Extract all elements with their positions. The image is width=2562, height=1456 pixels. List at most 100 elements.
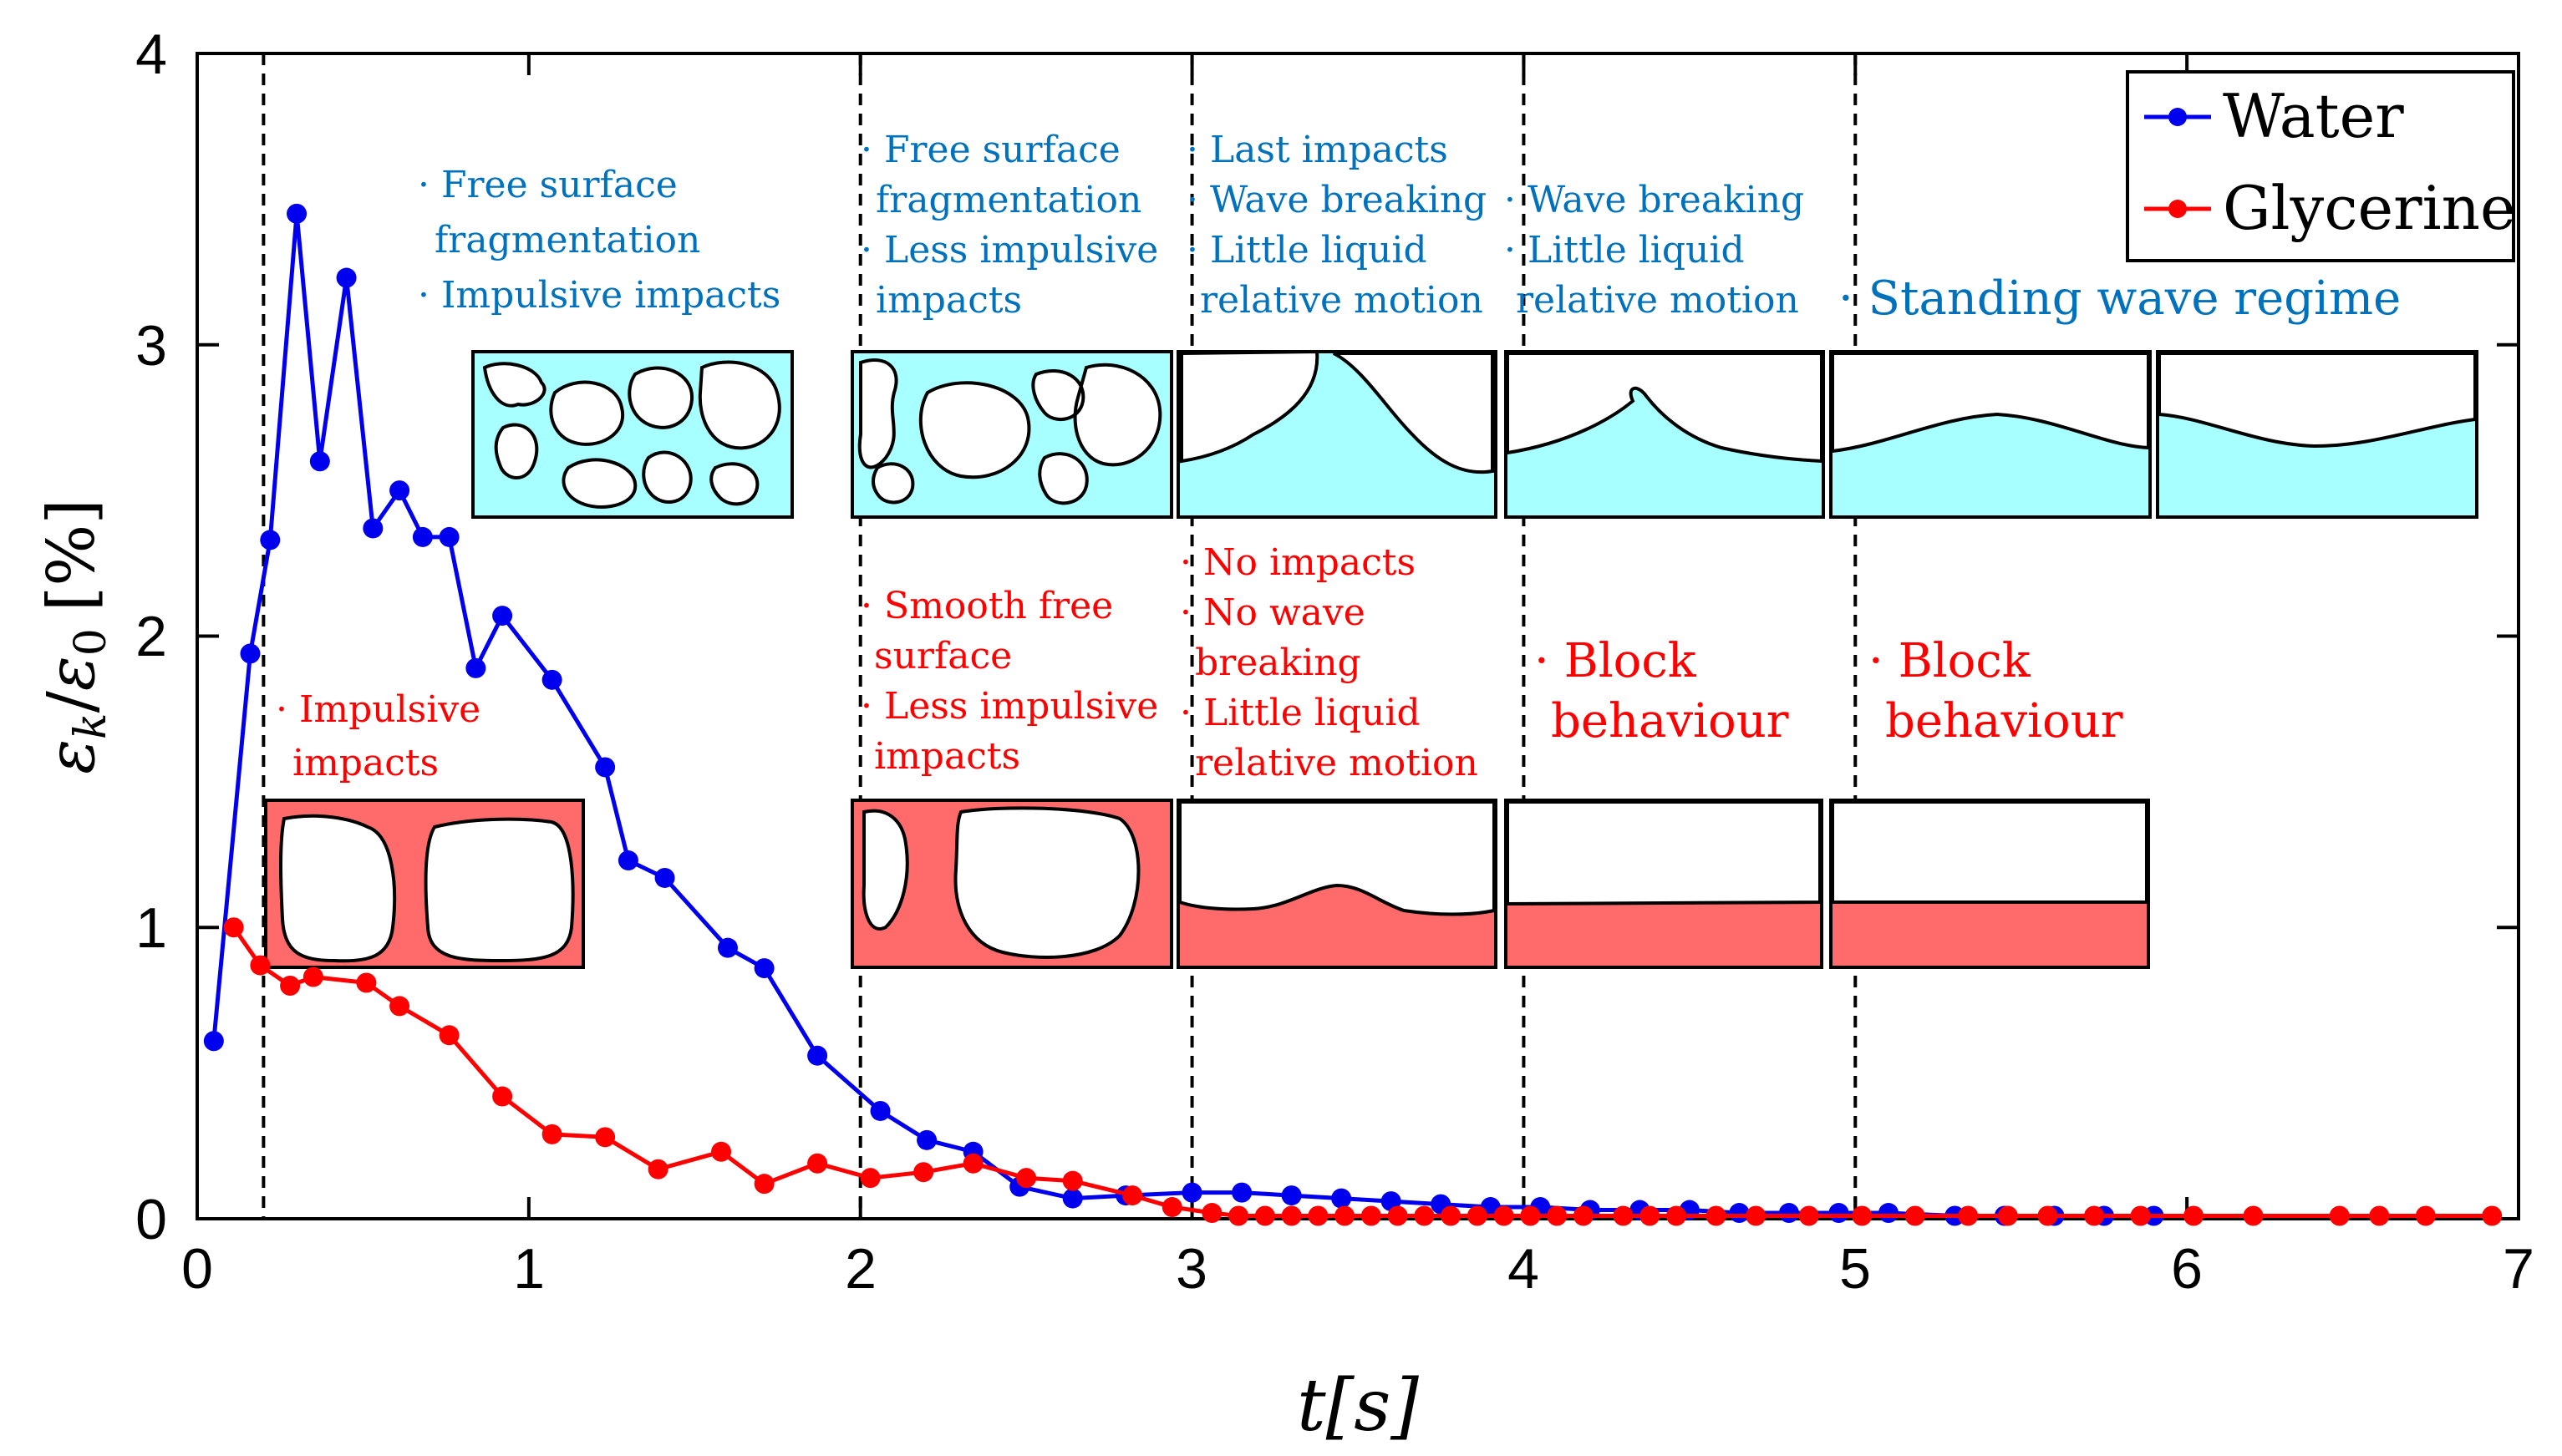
x-tick-label-5: 5 bbox=[1839, 1237, 1871, 1301]
glycerine-annotation-4-line-2: behaviour bbox=[1551, 694, 1789, 748]
water-annotation-2-line-2: fragmentation bbox=[876, 179, 1141, 221]
y-tick-labels: 0 1 2 3 4 bbox=[135, 23, 167, 1251]
water-annotation-3-line-2: · Wave breaking bbox=[1187, 179, 1487, 221]
data-point-glycerine-48 bbox=[2130, 1205, 2151, 1226]
y-tick-label-2: 2 bbox=[135, 605, 167, 668]
data-point-glycerine-42 bbox=[1852, 1205, 1873, 1226]
water-annotation-2: · Free surface fragmentation · Less impu… bbox=[861, 129, 1170, 322]
glycerine-annotation-3-line-5: relative motion bbox=[1195, 742, 1478, 784]
x-tick-label-1: 1 bbox=[513, 1237, 545, 1301]
legend-glycerine-label: Glycerine bbox=[2223, 173, 2516, 243]
data-point-water-16 bbox=[717, 937, 738, 958]
legend-glycerine-marker bbox=[2168, 200, 2187, 218]
data-point-water-11 bbox=[492, 606, 513, 627]
glycerine-snapshot-5 bbox=[1829, 799, 2150, 969]
water-snapshot-4-air bbox=[1506, 352, 1823, 464]
data-point-glycerine-32 bbox=[1493, 1205, 1514, 1226]
y-label-sub-k: k bbox=[66, 713, 116, 739]
water-snapshot-5 bbox=[1829, 350, 2152, 519]
water-annotation-1-line-3: · Impulsive impacts bbox=[418, 274, 780, 317]
glycerine-snapshot-2-bubbles bbox=[862, 806, 1141, 959]
data-point-glycerine-39 bbox=[1705, 1205, 1726, 1226]
data-point-glycerine-23 bbox=[1254, 1205, 1275, 1226]
data-point-glycerine-35 bbox=[1573, 1205, 1594, 1226]
data-point-water-5 bbox=[336, 267, 357, 288]
water-annotation-3-line-4: relative motion bbox=[1200, 279, 1483, 322]
y-label-slash: / bbox=[34, 690, 109, 713]
data-point-glycerine-30 bbox=[1441, 1205, 1461, 1226]
phase-boundary-lines bbox=[262, 53, 1858, 1219]
glycerine-annotations: · Impulsive impacts · Smooth free surfac… bbox=[276, 541, 2123, 784]
x-tick-label-4: 4 bbox=[1507, 1237, 1539, 1301]
water-annotation-2-line-3: · Less impulsive bbox=[861, 229, 1158, 271]
glycerine-annotation-3-line-4: · Little liquid bbox=[1180, 692, 1421, 734]
water-annotation-5-line-1: · Standing wave regime bbox=[1838, 271, 2401, 326]
water-annotation-2-line-4: impacts bbox=[876, 279, 1022, 322]
data-point-water-17 bbox=[754, 958, 775, 979]
x-tick-labels: 0 1 2 3 4 5 6 7 bbox=[181, 1237, 2534, 1301]
data-point-water-10 bbox=[465, 657, 486, 678]
data-point-glycerine-54 bbox=[2482, 1205, 2503, 1226]
data-point-glycerine-18 bbox=[1062, 1170, 1083, 1191]
water-snapshot-1-bubbles bbox=[482, 360, 781, 509]
data-point-glycerine-38 bbox=[1665, 1205, 1686, 1226]
data-point-glycerine-25 bbox=[1308, 1205, 1329, 1226]
glycerine-snapshots bbox=[264, 799, 2150, 969]
data-point-water-19 bbox=[870, 1100, 891, 1121]
water-snapshot-1 bbox=[471, 350, 794, 519]
water-snapshot-6 bbox=[2156, 350, 2478, 519]
data-point-glycerine-16 bbox=[963, 1153, 984, 1174]
water-snapshot-4 bbox=[1504, 350, 1825, 519]
data-point-water-15 bbox=[654, 867, 675, 888]
water-snapshots bbox=[471, 349, 2478, 519]
x-tick-label-2: 2 bbox=[845, 1237, 877, 1301]
axis-ticks bbox=[196, 52, 2520, 1220]
series-layer bbox=[203, 203, 2503, 1226]
data-point-water-9 bbox=[439, 526, 460, 547]
glycerine-annotation-3-line-3: breaking bbox=[1195, 642, 1361, 684]
data-point-water-20 bbox=[917, 1129, 938, 1150]
data-point-glycerine-43 bbox=[1904, 1205, 1925, 1226]
glycerine-annotation-2-line-1: · Smooth free bbox=[861, 585, 1113, 627]
data-point-water-12 bbox=[541, 669, 562, 690]
glycerine-annotation-1-line-1: · Impulsive bbox=[276, 688, 480, 731]
legend-water-marker bbox=[2168, 108, 2187, 126]
data-point-glycerine-44 bbox=[1958, 1205, 1979, 1226]
glycerine-annotation-4: · Block behaviour bbox=[1534, 634, 1789, 748]
water-annotation-2-line-1: · Free surface bbox=[861, 129, 1121, 171]
y-label-sub-0: 0 bbox=[66, 628, 116, 656]
data-point-glycerine-20 bbox=[1162, 1197, 1182, 1218]
glycerine-annotation-2-line-3: · Less impulsive bbox=[861, 685, 1158, 728]
data-point-glycerine-34 bbox=[1547, 1205, 1568, 1226]
data-point-glycerine-47 bbox=[2084, 1205, 2105, 1226]
water-snapshot-6-air bbox=[2158, 352, 2477, 449]
y-tick-label-4: 4 bbox=[135, 23, 167, 86]
data-point-glycerine-1 bbox=[250, 955, 271, 976]
glycerine-annotation-2-line-2: surface bbox=[874, 635, 1012, 677]
glycerine-snapshot-4-air bbox=[1506, 800, 1822, 906]
glycerine-snapshot-1-bubbles bbox=[279, 814, 575, 963]
data-point-water-7 bbox=[389, 480, 410, 501]
data-point-glycerine-9 bbox=[595, 1127, 616, 1148]
water-annotation-4: · Wave breaking · Little liquid relative… bbox=[1504, 179, 1816, 322]
data-point-water-4 bbox=[309, 451, 330, 472]
data-point-glycerine-7 bbox=[492, 1086, 513, 1107]
data-point-water-36 bbox=[1729, 1203, 1750, 1224]
data-point-glycerine-53 bbox=[2415, 1205, 2436, 1226]
data-point-glycerine-10 bbox=[648, 1159, 668, 1180]
data-point-water-6 bbox=[363, 518, 384, 539]
water-annotation-5: · Standing wave regime bbox=[1838, 271, 2401, 326]
data-point-glycerine-19 bbox=[1122, 1185, 1143, 1206]
glycerine-annotation-3-line-2: · No wave bbox=[1180, 591, 1365, 634]
data-point-glycerine-51 bbox=[2329, 1205, 2350, 1226]
y-label-unit: [%] bbox=[34, 499, 109, 611]
glycerine-snapshot-4 bbox=[1504, 799, 1823, 969]
water-annotation-3: · Last impacts · Wave breaking · Little … bbox=[1187, 129, 1498, 322]
data-point-glycerine-15 bbox=[913, 1162, 934, 1183]
legend: Water Glycerine bbox=[2126, 70, 2516, 262]
data-point-glycerine-3 bbox=[302, 966, 323, 987]
water-annotations: · Free surface fragmentation · Impulsive… bbox=[418, 129, 2401, 326]
data-point-glycerine-8 bbox=[541, 1124, 562, 1144]
legend-entry-glycerine: Glycerine bbox=[2144, 173, 2516, 243]
